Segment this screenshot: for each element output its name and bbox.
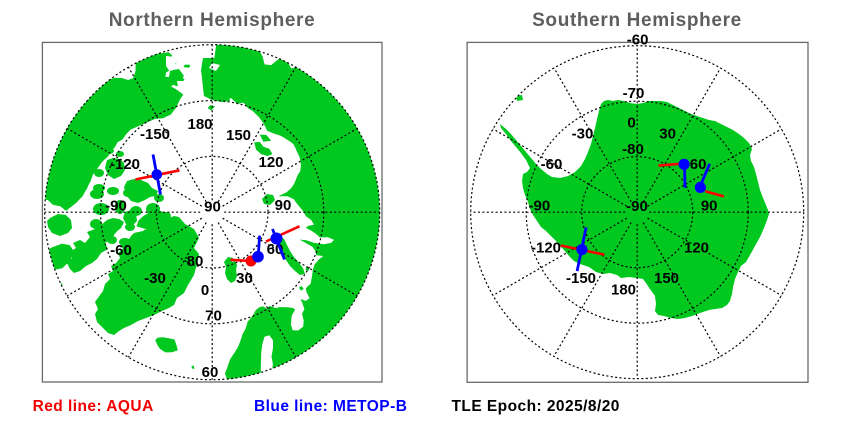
svg-text:-90: -90: [626, 198, 648, 215]
svg-text:-120: -120: [110, 156, 140, 173]
svg-text:Red line: AQUA: Red line: AQUA: [33, 398, 154, 415]
svg-text:180: 180: [611, 282, 636, 299]
svg-text:Northern Hemisphere: Northern Hemisphere: [109, 10, 316, 31]
svg-text:-150: -150: [566, 270, 596, 287]
svg-text:-150: -150: [140, 126, 170, 143]
svg-text:-60: -60: [110, 242, 132, 259]
svg-text:TLE Epoch: 2025/8/20: TLE Epoch: 2025/8/20: [452, 398, 620, 415]
svg-text:-80: -80: [622, 141, 644, 158]
svg-text:60: 60: [690, 156, 707, 173]
svg-text:90: 90: [204, 199, 221, 216]
svg-text:90: 90: [701, 198, 718, 215]
svg-text:Blue line: METOP-B: Blue line: METOP-B: [254, 398, 407, 415]
svg-text:150: 150: [226, 127, 251, 144]
svg-text:30: 30: [236, 270, 253, 287]
svg-text:-60: -60: [627, 31, 649, 48]
svg-text:180: 180: [187, 116, 212, 133]
svg-text:30: 30: [659, 126, 676, 143]
svg-text:120: 120: [684, 239, 709, 256]
svg-text:150: 150: [654, 270, 679, 287]
svg-text:70: 70: [205, 308, 222, 325]
svg-text:-30: -30: [572, 126, 594, 143]
svg-text:0: 0: [201, 282, 209, 299]
svg-text:120: 120: [258, 154, 283, 171]
svg-text:60: 60: [202, 364, 219, 381]
svg-text:90: 90: [275, 197, 292, 214]
svg-text:-70: -70: [623, 85, 645, 102]
svg-text:-60: -60: [541, 156, 563, 173]
svg-text:-120: -120: [531, 240, 561, 257]
svg-text:80: 80: [187, 253, 204, 270]
svg-text:Southern Hemisphere: Southern Hemisphere: [532, 10, 742, 31]
svg-text:0: 0: [627, 115, 635, 132]
svg-text:-90: -90: [529, 198, 551, 215]
svg-text:-90: -90: [105, 198, 127, 215]
svg-text:-30: -30: [144, 270, 166, 287]
